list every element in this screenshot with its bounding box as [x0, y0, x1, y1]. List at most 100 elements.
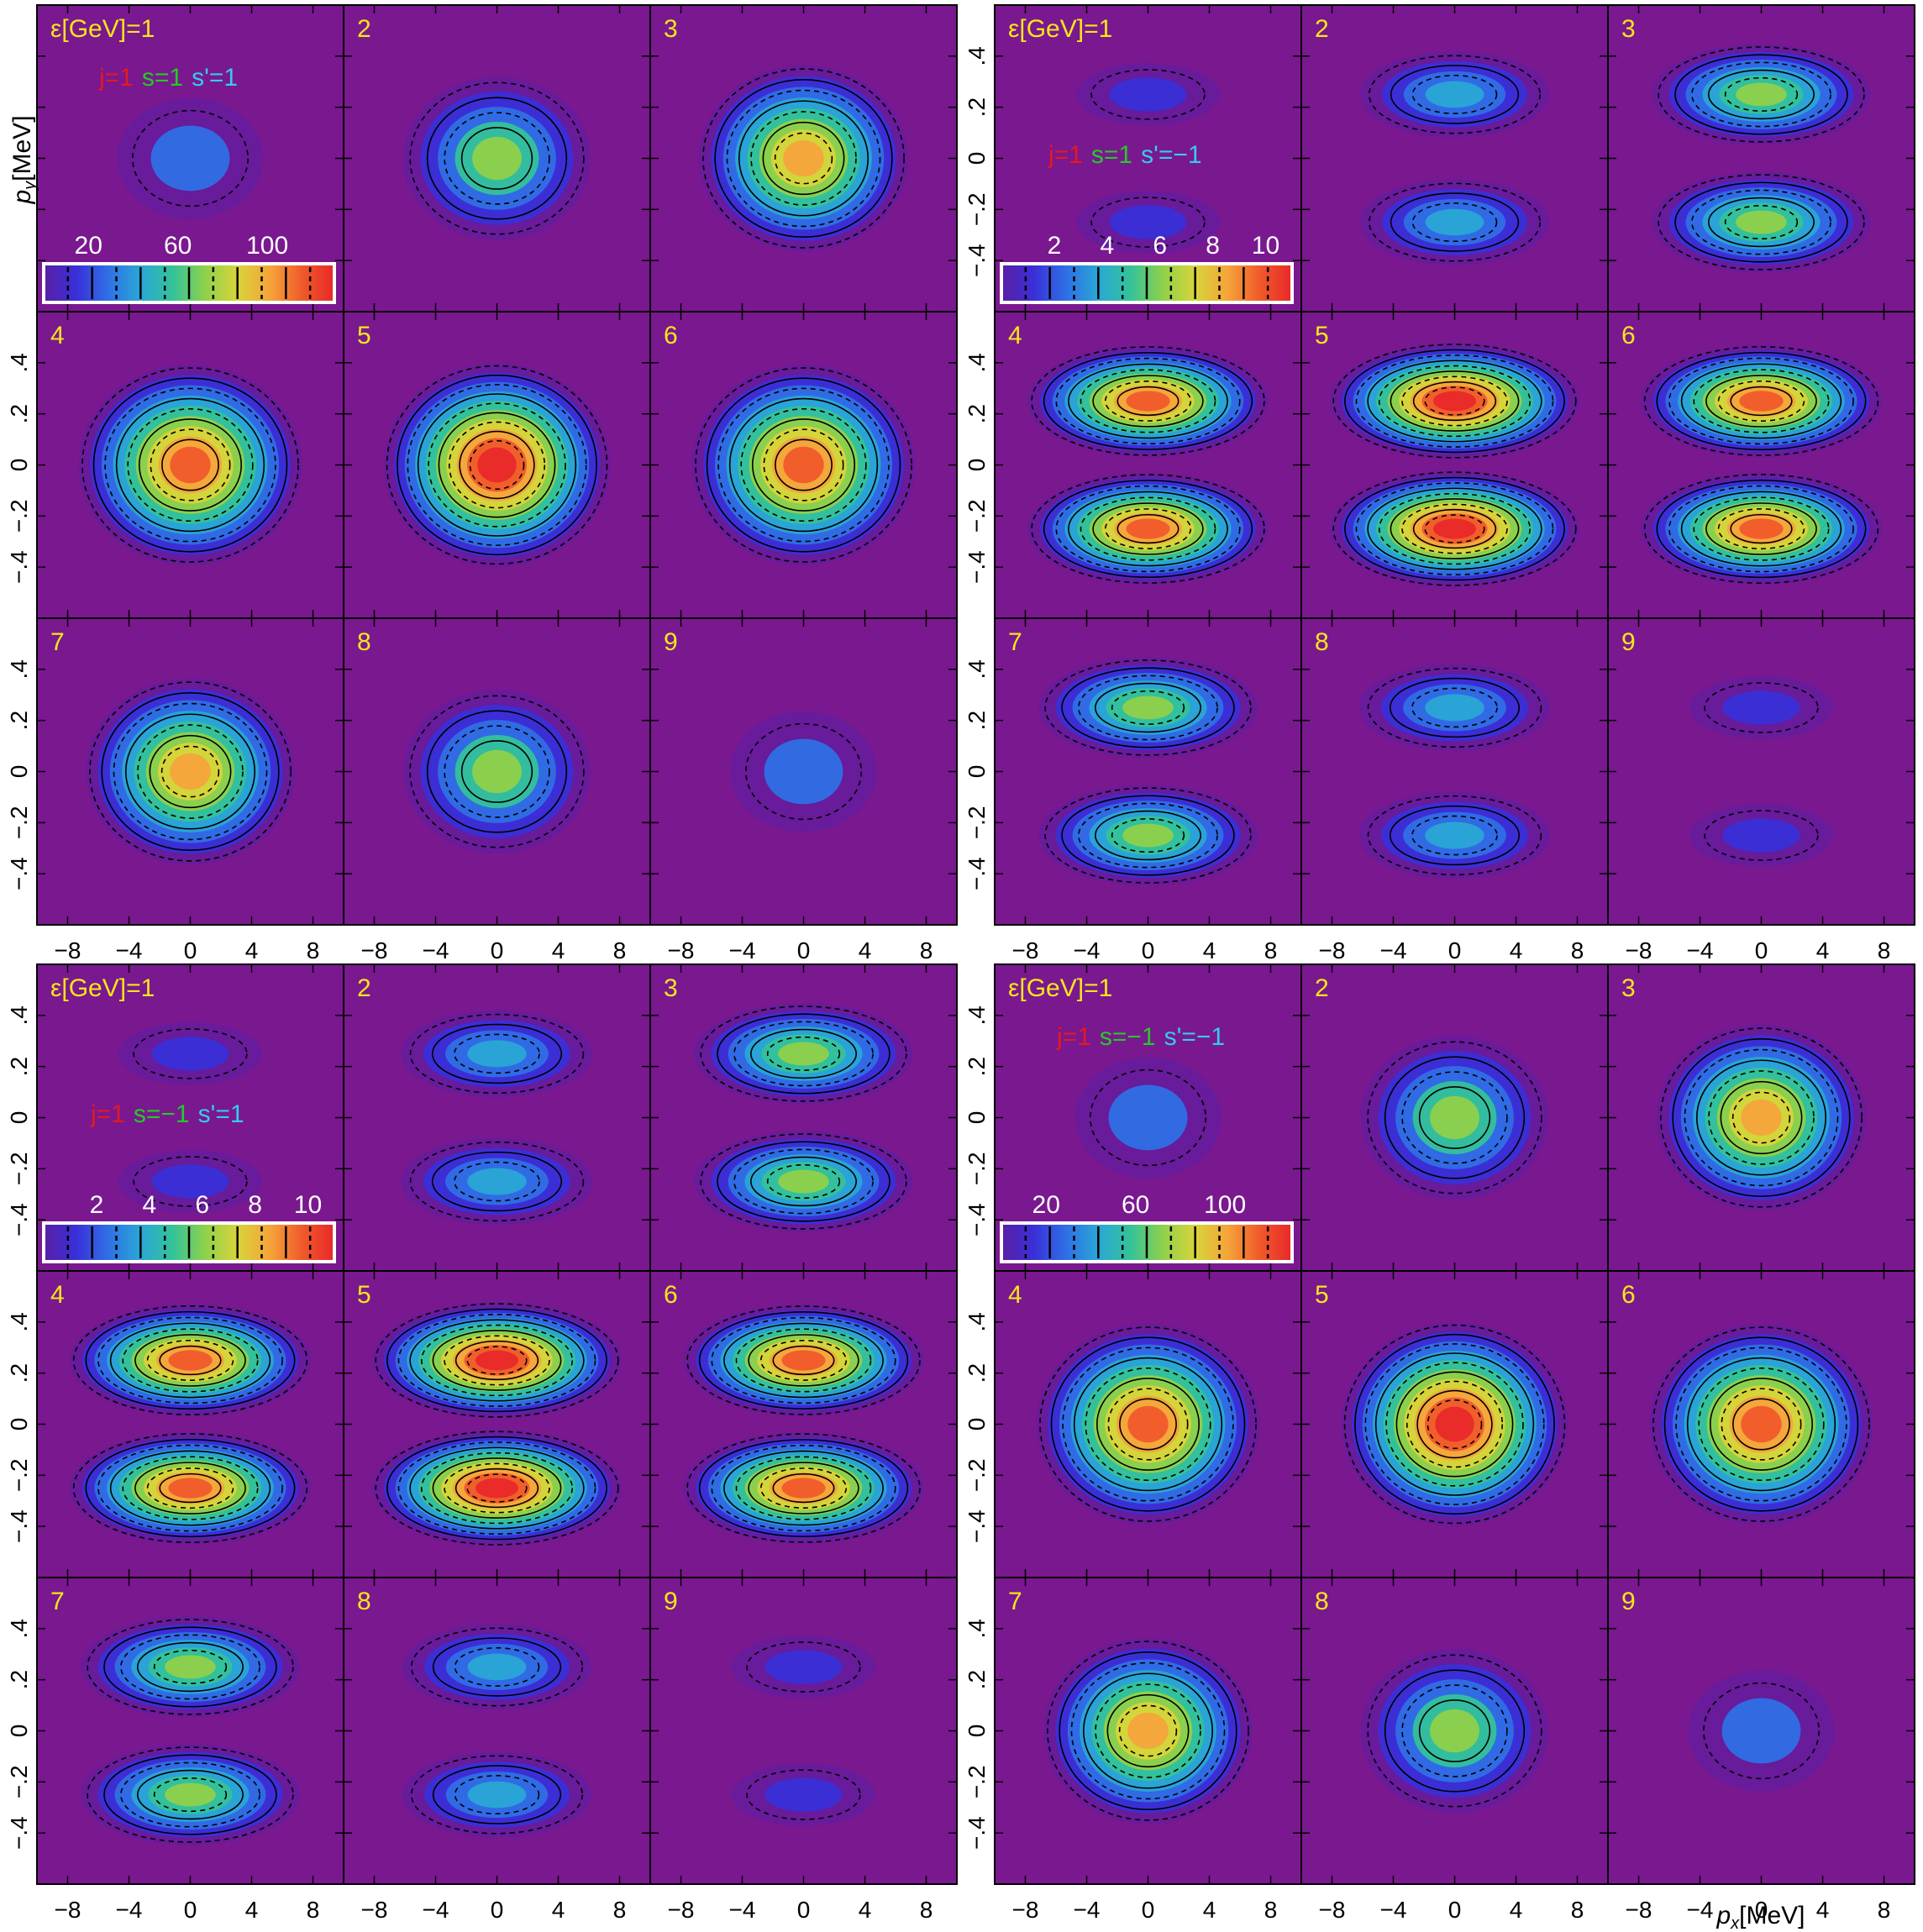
- contour-line: [1090, 69, 1206, 120]
- contour-line: [1092, 502, 1204, 555]
- y-tick-label: −.2: [964, 499, 990, 533]
- contour-line: [735, 1328, 872, 1393]
- density-level: [1122, 823, 1174, 848]
- contour-line: [766, 1163, 841, 1200]
- contour-line: [698, 1310, 909, 1410]
- contour-line: [1104, 381, 1192, 422]
- density-lobe: [732, 1635, 875, 1698]
- contour-line: [124, 713, 256, 830]
- x-tick-label: 8: [920, 937, 933, 963]
- y-tick-label: 0: [964, 765, 990, 779]
- contour-line: [1680, 363, 1842, 439]
- contour-line: [432, 1457, 562, 1519]
- x-tick-label: −4: [1687, 937, 1714, 963]
- contour-line: [1405, 1380, 1504, 1468]
- contour-line: [120, 1761, 260, 1828]
- y-tick-label: 0: [964, 152, 990, 165]
- x-tick-label: 8: [613, 1897, 627, 1923]
- x-tick-label: 4: [1816, 1897, 1830, 1923]
- x-tick-label: 4: [1203, 1897, 1216, 1923]
- contour-line: [109, 1450, 271, 1526]
- y-tick-label: .4: [964, 353, 990, 372]
- contour-line: [150, 428, 231, 501]
- contour-line: [120, 1634, 260, 1700]
- density-level: [1425, 208, 1484, 236]
- density-level: [783, 139, 824, 177]
- density-lobe: [372, 1430, 622, 1546]
- density-level: [1127, 1405, 1169, 1443]
- y-tick-label: 0: [964, 1111, 990, 1125]
- contour-line: [115, 397, 265, 533]
- contour-line: [733, 1148, 874, 1215]
- contour-line: [85, 1438, 296, 1538]
- colorbar-tick-label: 8: [248, 1191, 262, 1219]
- subfigure-block-2: ε[GeV]=1 −.4 −.2 0 .2 .4 j=1 s=1 s'=−1 2 4 6 8 10 2 3 4 −…: [964, 4, 1915, 963]
- density-level: [1127, 1712, 1169, 1750]
- y-tick-label: −.4: [6, 1816, 32, 1850]
- contour-line: [1717, 380, 1805, 422]
- panel-background: [995, 5, 1301, 312]
- density-lobe: [1076, 63, 1220, 126]
- contour-line: [1389, 677, 1521, 738]
- x-tick-label: 4: [245, 1897, 259, 1923]
- y-tick-label: .2: [6, 1363, 32, 1383]
- panel-label: 6: [664, 322, 678, 349]
- y-tick-label: −.4: [6, 1203, 32, 1236]
- contour-line: [1332, 344, 1577, 459]
- x-tick-label: −8: [1319, 937, 1346, 963]
- density-field: [403, 690, 591, 853]
- y-tick-label: −.4: [964, 1816, 990, 1850]
- panel-label: 2: [1315, 974, 1329, 1002]
- panel-4: 4 −.4 −.2 0 .2 .4: [6, 311, 344, 619]
- contour-line: [717, 387, 890, 543]
- contour-line: [1424, 386, 1485, 416]
- x-tick-label: −4: [1380, 1897, 1407, 1923]
- density-lobe: [81, 1744, 300, 1845]
- contour-line: [1389, 805, 1521, 866]
- contour-line: [87, 1619, 294, 1715]
- contour-line: [1090, 197, 1206, 248]
- contour-line: [454, 1161, 540, 1202]
- density-lobe: [1649, 1324, 1873, 1525]
- contour-line: [762, 121, 845, 196]
- spin-label: j=1 s=−1 s'=1: [90, 1100, 244, 1128]
- contour-line: [134, 1334, 246, 1387]
- contour-line: [149, 734, 232, 809]
- x-tick-label: 0: [1755, 1897, 1768, 1923]
- contour-line: [1031, 474, 1265, 584]
- density-level: [778, 1169, 829, 1194]
- colorbar-tick-label: 6: [1153, 232, 1167, 260]
- x-tick-label: 8: [1878, 1897, 1891, 1923]
- y-tick-label: 0: [6, 1418, 32, 1431]
- contour-line: [1384, 1669, 1526, 1793]
- contour-line: [1390, 498, 1520, 559]
- contour-line: [1344, 476, 1565, 581]
- contour-line: [1044, 659, 1252, 756]
- contour-line: [1708, 1070, 1815, 1165]
- contour-line: [740, 407, 867, 522]
- contour-line: [1401, 375, 1508, 427]
- density-field: [730, 711, 877, 832]
- contour-line: [1082, 1672, 1214, 1789]
- contour-line: [454, 1467, 539, 1509]
- y-tick-label: .4: [964, 1619, 990, 1638]
- contour-line: [103, 1626, 277, 1708]
- x-tick-label: 0: [1755, 937, 1768, 963]
- density-field: [1652, 44, 1871, 273]
- contour-line: [1643, 345, 1879, 456]
- contour-line: [1055, 357, 1241, 445]
- density-field: [1360, 51, 1549, 265]
- panel-label: 9: [1621, 628, 1636, 656]
- contour-line: [775, 438, 833, 491]
- contour-line: [397, 1441, 596, 1535]
- density-level: [1109, 205, 1187, 239]
- y-tick-label: .2: [964, 1670, 990, 1689]
- contour-line: [1367, 667, 1542, 748]
- density-lobe: [1027, 473, 1269, 585]
- panel-background: [344, 1578, 650, 1884]
- contour-line: [81, 367, 299, 563]
- density-level: [1739, 518, 1784, 539]
- panel-1: ε[GeV]=1 −.4 −.2 0 .2 .4 j=1 s=−1 s'=−1 20 60 100: [964, 963, 1302, 1272]
- x-tick-label: −8: [55, 937, 81, 963]
- density-level: [1430, 1709, 1479, 1753]
